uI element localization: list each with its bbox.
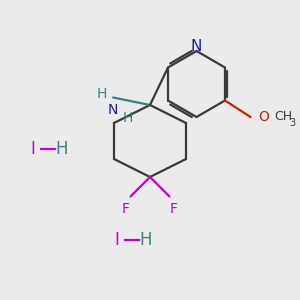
Text: O: O [258, 110, 269, 124]
Text: N: N [191, 39, 202, 54]
Text: H: H [96, 88, 106, 101]
Text: I: I [115, 231, 119, 249]
Text: I: I [31, 140, 35, 158]
Text: H: H [139, 231, 152, 249]
Text: N: N [108, 103, 119, 117]
Text: F: F [170, 202, 178, 216]
Text: CH: CH [274, 110, 292, 124]
Text: H: H [55, 140, 68, 158]
Text: H: H [123, 111, 134, 125]
Text: 3: 3 [290, 118, 296, 128]
Text: F: F [122, 202, 130, 216]
